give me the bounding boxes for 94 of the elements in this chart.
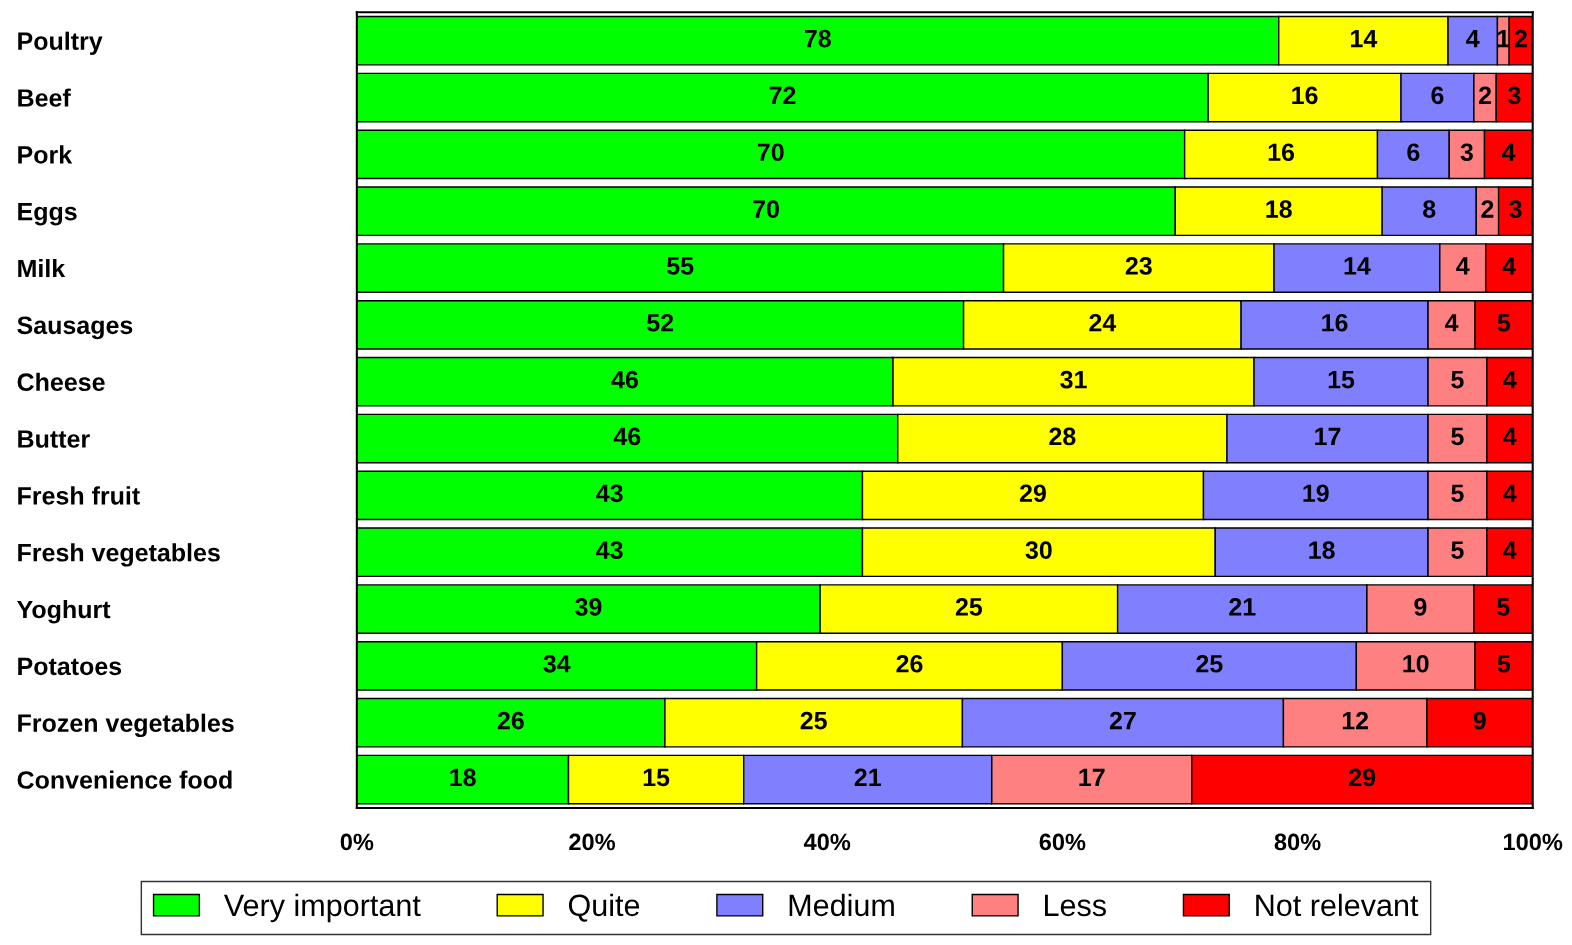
y-tick-label: Yoghurt <box>16 599 111 624</box>
data-label: 5 <box>1497 314 1511 332</box>
data-label: 28 <box>1049 427 1076 446</box>
legend-label: Quite <box>568 893 640 922</box>
x-tick-label: 100% <box>1503 833 1563 851</box>
data-label: 4 <box>1502 143 1516 161</box>
y-tick-label: Poultry <box>18 31 103 55</box>
y-tick-label: Butter <box>18 430 90 448</box>
data-label: 29 <box>1019 484 1046 503</box>
data-label: 72 <box>769 86 796 104</box>
data-label: 26 <box>497 711 524 730</box>
data-label: 78 <box>804 29 831 48</box>
data-label: 70 <box>753 200 779 218</box>
data-label: 4 <box>1502 257 1516 275</box>
data-label: 55 <box>667 257 694 275</box>
data-label: 25 <box>800 711 827 730</box>
legend-label: Less <box>1045 894 1106 917</box>
data-label: 24 <box>1089 313 1117 332</box>
data-label: 15 <box>1328 370 1355 389</box>
data-label: 52 <box>647 313 674 332</box>
data-label: 25 <box>955 598 983 616</box>
y-tick-label: Frozen vegetables <box>18 713 234 738</box>
x-tick-label: 0% <box>340 833 374 851</box>
data-label: 34 <box>543 654 571 673</box>
data-label: 4 <box>1503 370 1517 389</box>
data-label: 8 <box>1423 200 1436 218</box>
data-label: 12 <box>1342 711 1369 730</box>
data-label: 18 <box>1309 541 1335 559</box>
data-label: 9 <box>1414 598 1427 616</box>
data-label: 16 <box>1292 86 1318 105</box>
data-label: 10 <box>1403 654 1429 673</box>
y-tick-label: Beef <box>18 88 71 107</box>
data-label: 6 <box>1407 143 1420 162</box>
data-label: 17 <box>1079 768 1105 787</box>
data-label: 5 <box>1451 541 1464 559</box>
data-label: 46 <box>611 370 638 389</box>
data-label: 21 <box>1229 598 1256 616</box>
data-label: 43 <box>596 541 623 559</box>
y-tick-label: Milk <box>18 258 66 278</box>
data-label: 4 <box>1503 484 1517 502</box>
data-label: 5 <box>1451 484 1464 503</box>
legend-label: Very important <box>223 893 421 923</box>
data-label: 5 <box>1451 427 1464 446</box>
data-label: 4 <box>1503 427 1517 446</box>
data-label: 4 <box>1444 314 1459 332</box>
x-tick-label: 60% <box>1039 833 1086 851</box>
data-label: 43 <box>596 484 623 503</box>
data-label: 31 <box>1060 370 1087 389</box>
data-label: 18 <box>1266 200 1292 218</box>
x-tick-label: 80% <box>1274 833 1321 851</box>
data-label: 29 <box>1349 768 1376 787</box>
data-label: 2 <box>1481 200 1494 218</box>
data-label: 3 <box>1509 200 1522 218</box>
data-label: 4 <box>1456 257 1470 275</box>
y-tick-label: Convenience food <box>17 770 232 789</box>
data-label: 70 <box>757 143 784 162</box>
data-label: 39 <box>575 598 602 616</box>
y-tick-label: Pork <box>18 145 73 164</box>
data-label: 4 <box>1466 29 1480 48</box>
data-label: 5 <box>1451 370 1464 389</box>
data-label: 18 <box>450 768 476 787</box>
data-label: 16 <box>1322 313 1348 332</box>
data-label: 3 <box>1460 143 1473 162</box>
data-label: 2 <box>1478 86 1492 104</box>
data-label: 9 <box>1473 711 1486 730</box>
data-label: 5 <box>1497 598 1510 616</box>
data-label: 15 <box>643 768 670 787</box>
y-tick-label: Fresh fruit <box>18 486 140 505</box>
y-tick-label: Eggs <box>18 203 77 226</box>
data-label: 30 <box>1025 541 1052 559</box>
x-tick-label: 20% <box>569 833 616 851</box>
data-label: 17 <box>1315 427 1341 446</box>
data-label: 27 <box>1109 711 1136 730</box>
data-label: 5 <box>1497 655 1511 673</box>
y-tick-label: Sausages <box>17 316 133 340</box>
y-tick-label: Potatoes <box>18 657 122 676</box>
y-tick-label: Cheese <box>17 372 105 392</box>
data-label: 46 <box>613 427 641 446</box>
y-tick-label: Fresh vegetables <box>18 543 220 567</box>
data-label: 2 <box>1514 29 1527 48</box>
data-label: 6 <box>1431 86 1444 105</box>
data-label: 14 <box>1351 29 1378 48</box>
data-label: 23 <box>1125 257 1152 275</box>
data-label: 14 <box>1344 257 1371 275</box>
x-tick-label: 40% <box>803 833 851 851</box>
data-label: 4 <box>1503 541 1517 559</box>
legend-label: Not relevant <box>1256 893 1419 917</box>
data-label: 21 <box>854 768 881 787</box>
data-label: 16 <box>1268 143 1295 162</box>
data-label: 25 <box>1196 654 1223 673</box>
data-label: 19 <box>1303 484 1329 503</box>
legend-label: Medium <box>789 893 894 917</box>
data-label: 26 <box>896 654 923 673</box>
data-label: 3 <box>1508 86 1521 105</box>
